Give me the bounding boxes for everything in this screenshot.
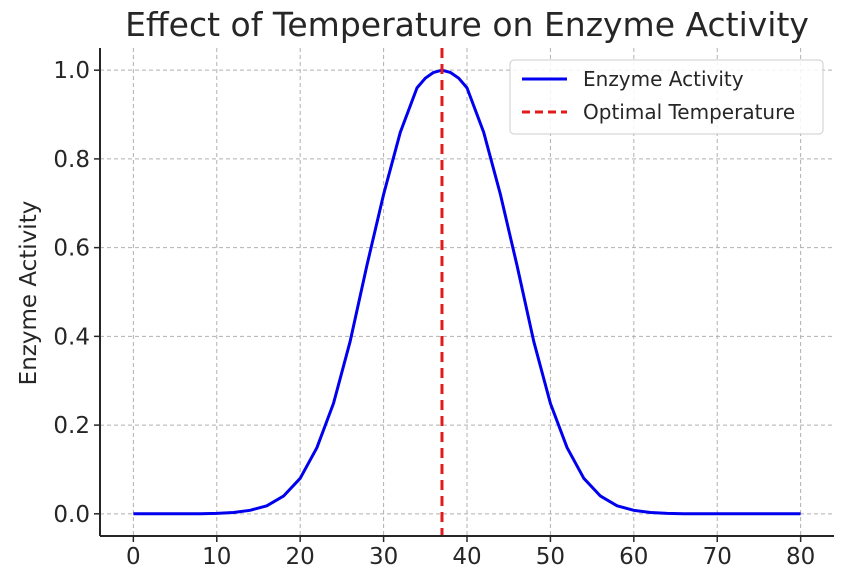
x-tick-label: 20 (286, 544, 315, 567)
y-tick-label: 0.8 (53, 147, 90, 173)
y-tick-label: 0.0 (53, 502, 90, 528)
x-tick-label: 10 (202, 544, 231, 567)
x-tick-label: 60 (619, 544, 648, 567)
ticks: 0 10 20 30 40 50 60 70 80 0.0 0.2 0.4 0.6 0.8 1.0 (53, 58, 815, 567)
y-tick-label: 0.4 (53, 324, 90, 350)
y-axis-label: Enzyme Activity (16, 201, 42, 386)
x-tick-label: 40 (452, 544, 481, 567)
legend: Enzyme Activity Optimal Temperature (509, 59, 824, 135)
series-line-enzyme-activity (133, 68, 801, 516)
grid (100, 48, 834, 536)
series-layer (133, 48, 801, 536)
x-tick-label: 50 (536, 544, 565, 567)
chart-title: Effect of Temperature on Enzyme Activity (125, 5, 809, 44)
x-tick-label: 70 (703, 544, 732, 567)
legend-label-optimal-temperature: Optimal Temperature (583, 100, 795, 124)
legend-frame (509, 59, 824, 135)
x-tick-label: 0 (126, 544, 141, 567)
y-tick-label: 1.0 (53, 58, 90, 84)
x-tick-label: 30 (369, 544, 398, 567)
y-tick-label: 0.6 (53, 236, 90, 262)
legend-label-enzyme-activity: Enzyme Activity (583, 67, 744, 91)
y-tick-label: 0.2 (53, 413, 90, 439)
x-tick-label: 80 (786, 544, 815, 567)
